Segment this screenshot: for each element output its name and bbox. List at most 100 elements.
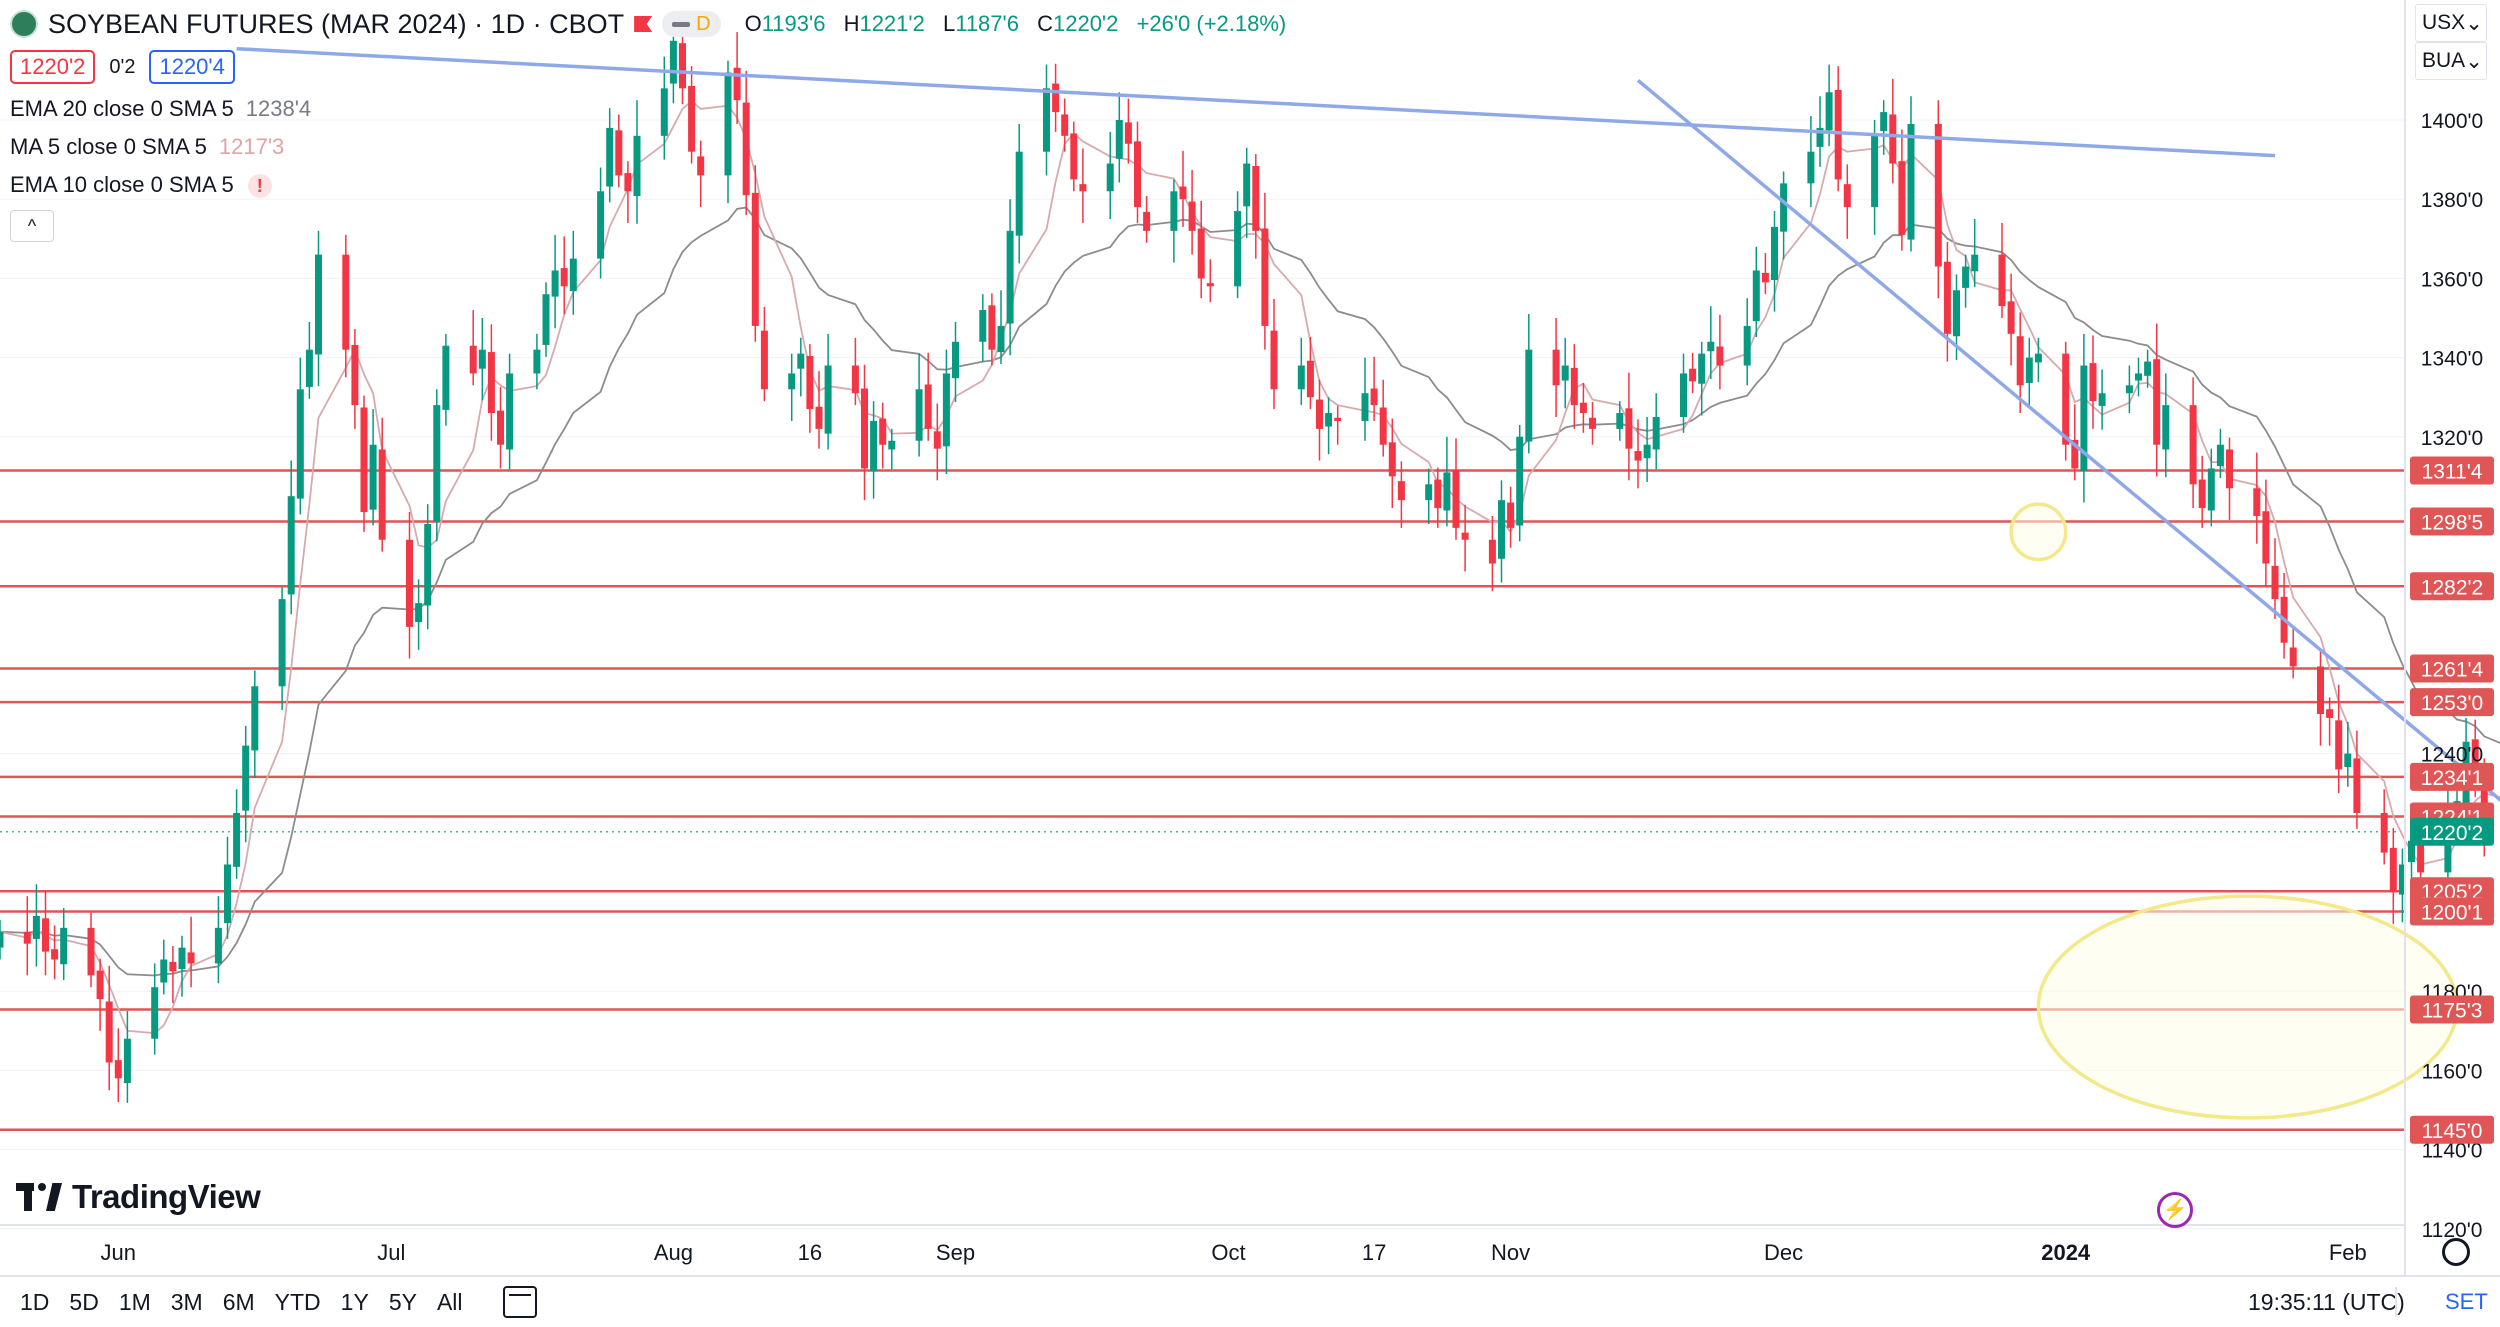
candle-body (1070, 133, 1078, 180)
indicator-ema20[interactable]: EMA 20 close 0 SMA 5 1238'4 (10, 90, 1286, 128)
highlight-ellipses[interactable] (2009, 502, 2459, 1120)
candle-body (2380, 813, 2388, 853)
candle-body (569, 258, 577, 292)
candle-body (1115, 120, 1123, 159)
utc-clock[interactable]: 19:35:11 (UTC) (2248, 1288, 2405, 1315)
candle-body (1134, 141, 1141, 208)
candle-body (2198, 479, 2206, 509)
candle-body (1334, 417, 1342, 421)
candle-body (2189, 405, 2197, 485)
indicator-ema10[interactable]: EMA 10 close 0 SMA 5! (10, 166, 1286, 204)
x-tick-label: Nov (1491, 1240, 1530, 1265)
level-price-label: 1253'0 (2421, 692, 2483, 715)
candle-body (797, 353, 805, 369)
candle-body (1953, 290, 1960, 337)
candle-body (1261, 228, 1269, 326)
candle-body (2135, 373, 2142, 381)
candle-body (278, 599, 286, 687)
candle-body (1452, 470, 1460, 528)
range-ytd-button[interactable]: YTD (274, 1288, 321, 1315)
candle-body (424, 523, 432, 606)
candle-body (433, 405, 441, 522)
candle-body (551, 270, 559, 297)
buy-price-button[interactable]: 1220'4 (149, 50, 235, 84)
range-5d-button[interactable]: 5D (69, 1288, 99, 1315)
symbol-title[interactable]: SOYBEAN FUTURES (MAR 2024) · 1D · CBOT (48, 8, 625, 39)
candle-body (2326, 709, 2334, 718)
candle-body (487, 352, 495, 414)
level-price-label: 1282'2 (2421, 576, 2483, 599)
candle-body (1579, 402, 1587, 414)
candle-body (2125, 385, 2133, 394)
candle-body (1780, 183, 1788, 232)
candle-body (2034, 353, 2042, 363)
range-1y-button[interactable]: 1Y (340, 1288, 369, 1315)
candle-body (2317, 666, 2324, 714)
candle-body (1043, 88, 1050, 152)
candle-body (87, 927, 95, 976)
candle-body (1998, 254, 2006, 307)
candle-body (2471, 739, 2479, 770)
chevron-down-icon: ⌄ (2465, 11, 2483, 35)
tradingview-logo[interactable]: TradingView (16, 1178, 261, 1216)
candlestick-chart[interactable]: 1400'01380'01360'01340'01320'01240'01180… (0, 0, 2500, 1275)
collapse-legend-button[interactable]: ^ (10, 210, 54, 242)
indicator-list: EMA 20 close 0 SMA 5 1238'4 MA 5 close 0 … (10, 90, 1286, 204)
candle-body (442, 345, 450, 410)
range-all-button[interactable]: All (436, 1288, 463, 1315)
candle-body (542, 294, 550, 345)
trend-lines[interactable] (236, 46, 2500, 817)
calendar-icon[interactable] (502, 1286, 537, 1318)
range-1m-button[interactable]: 1M (118, 1288, 151, 1315)
candle-body (506, 373, 514, 450)
flag-icon[interactable] (634, 16, 653, 32)
candle-body (1871, 135, 1879, 208)
candle-body (879, 418, 887, 445)
unit-selector[interactable]: BUA ⌄ (2415, 42, 2487, 80)
candle-body (1061, 114, 1069, 136)
warning-icon[interactable]: ! (247, 174, 272, 199)
candle-body (2207, 468, 2215, 511)
candle-body (1807, 151, 1815, 184)
candle-body (1652, 417, 1660, 450)
time-axis[interactable]: Jun Jul Aug 16 Sep Oct 17 Nov Dec 2024 Feb (0, 1224, 2405, 1265)
lightning-icon[interactable]: ⚡ (2157, 1192, 2193, 1228)
x-tick-label: Feb (2329, 1240, 2367, 1265)
symbol-logo-icon (10, 10, 38, 38)
range-6m-button[interactable]: 6M (222, 1288, 255, 1315)
candle-body (251, 686, 259, 751)
delay-badge[interactable]: D (662, 11, 721, 37)
gear-icon[interactable] (2442, 1238, 2470, 1266)
sell-price-button[interactable]: 1220'2 (10, 50, 96, 84)
candle-body (1680, 373, 1687, 417)
range-5y-button[interactable]: 5Y (388, 1288, 417, 1315)
candle-body (1397, 481, 1405, 501)
x-tick-label: Aug (654, 1240, 693, 1265)
candle-body (305, 349, 313, 387)
indicator-label: EMA 10 close 0 SMA 5 (10, 172, 234, 197)
candle-body (1570, 367, 1578, 406)
ohlc-values: O1193'6 H1221'2 L1187'6 C1220'2 +26'0 (+… (745, 11, 1287, 37)
candle-body (870, 420, 878, 471)
level-price-tag (2410, 456, 2494, 485)
y-tick-label: 1240'0 (2421, 744, 2483, 767)
candle-body (1488, 539, 1496, 564)
symbol-row: SOYBEAN FUTURES (MAR 2024) · 1D · CBOT D… (10, 6, 1286, 42)
candle-body (1206, 283, 1214, 287)
candle-body (952, 341, 959, 379)
session-set-button[interactable]: SET (2445, 1289, 2488, 1314)
price-axis[interactable]: 1400'01380'01360'01340'01320'01240'01180… (2404, 0, 2494, 1275)
currency-selector[interactable]: USX ⌄ (2415, 4, 2487, 42)
candle-body (1106, 163, 1114, 192)
candle-body (1625, 408, 1633, 449)
range-1d-button[interactable]: 1D (20, 1288, 50, 1315)
indicator-ma5[interactable]: MA 5 close 0 SMA 5 1217'3 (10, 128, 1286, 166)
candle-body (2062, 353, 2070, 445)
tradingview-logo-text: TradingView (72, 1178, 261, 1215)
candle-body (933, 431, 941, 449)
range-3m-button[interactable]: 3M (170, 1288, 203, 1315)
candle-body (1716, 346, 1724, 366)
candle-body (1816, 127, 1824, 147)
candle-body (1525, 349, 1533, 442)
candle-body (724, 72, 732, 176)
